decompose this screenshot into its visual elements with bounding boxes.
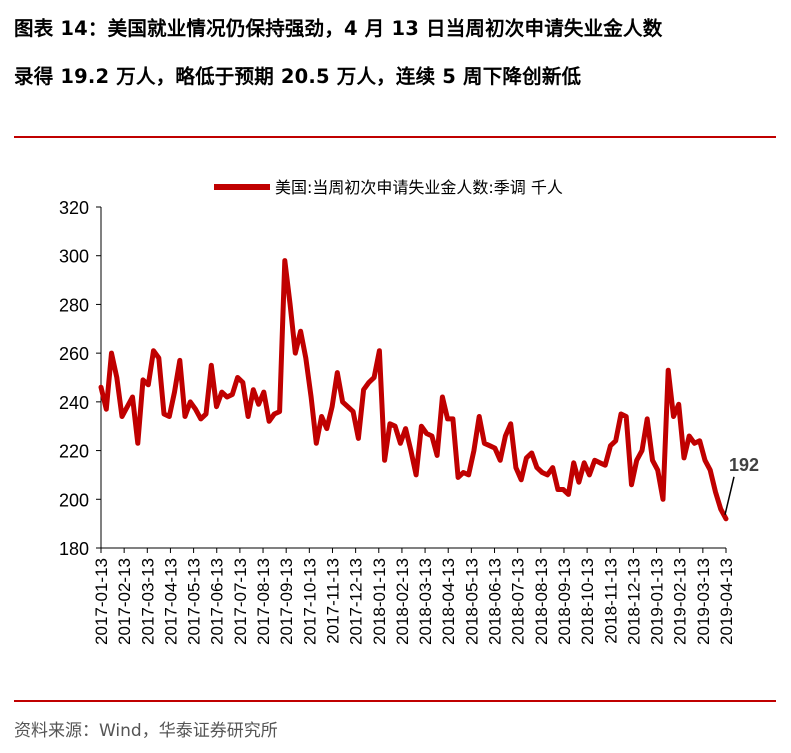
y-tick-label: 180 (59, 539, 89, 559)
x-tick-label: 2017-12-13 (347, 558, 366, 645)
x-tick-label: 2017-05-13 (185, 558, 204, 645)
x-axis: 2017-01-13 2017-02-13 2017-03-13 2017-04-13… (92, 548, 736, 645)
x-tick-label: 2018-04-13 (439, 558, 458, 645)
x-tick-label: 2018-11-13 (601, 558, 620, 644)
legend-label: 美国:当周初次申请失业金人数:季调 千人 (275, 178, 563, 197)
x-tick-label: 2017-01-13 (92, 558, 111, 645)
x-tick-label: 2017-08-13 (254, 558, 273, 645)
x-tick-label: 2019-03-13 (694, 558, 713, 645)
x-tick-label: 2017-02-13 (115, 558, 134, 645)
annotation: 192 (724, 455, 759, 515)
x-tick-label: 2018-09-13 (555, 558, 574, 645)
y-tick-label: 280 (59, 295, 89, 315)
x-tick-label: 2018-08-13 (532, 558, 551, 645)
x-tick-label: 2018-05-13 (462, 558, 481, 645)
x-tick-label: 2018-12-13 (624, 558, 643, 645)
annotation-leader (724, 476, 735, 515)
source-note: 资料来源：Wind，华泰证券研究所 (14, 721, 278, 741)
y-tick-label: 240 (59, 393, 89, 413)
x-tick-label: 2017-03-13 (138, 558, 157, 645)
x-tick-label: 2018-07-13 (509, 558, 528, 645)
x-tick-label: 2018-01-13 (370, 558, 389, 645)
y-tick-label: 200 (59, 490, 89, 510)
x-tick-label: 2019-04-13 (717, 558, 736, 645)
legend: 美国:当周初次申请失业金人数:季调 千人 (214, 178, 563, 197)
x-tick-label: 2017-06-13 (208, 558, 227, 645)
y-tick-label: 260 (59, 344, 89, 364)
axes (100, 207, 726, 549)
y-tick-label: 220 (59, 442, 89, 462)
x-tick-label: 2017-07-13 (231, 558, 250, 645)
y-tick-label: 300 (59, 247, 89, 267)
series-line (98, 258, 729, 522)
x-tick-label: 2019-01-13 (648, 558, 667, 645)
annotation-label: 192 (729, 455, 759, 475)
line-chart: 美国:当周初次申请失业金人数:季调 千人 180 200 220 240 260 280 3… (59, 178, 759, 645)
x-tick-label: 2017-10-13 (300, 558, 319, 645)
y-tick-label: 320 (59, 198, 89, 218)
chart-title-line1: 图表 14：美国就业情况仍保持强劲，4 月 13 日当周初次申请失业金人数 (14, 17, 663, 40)
x-tick-label: 2018-10-13 (578, 558, 597, 645)
x-tick-label: 2018-03-13 (416, 558, 435, 645)
x-tick-label: 2017-04-13 (161, 558, 180, 645)
bottom-divider (14, 700, 776, 702)
x-tick-label: 2018-02-13 (393, 558, 412, 645)
x-tick-label: 2017-11-13 (323, 558, 342, 644)
x-tick-label: 2017-09-13 (277, 558, 296, 645)
x-tick-label: 2018-06-13 (486, 558, 505, 645)
top-divider (14, 136, 776, 138)
y-axis: 180 200 220 240 260 280 300 320 (59, 198, 101, 559)
x-tick-label: 2019-02-13 (671, 558, 690, 645)
chart-title-line2: 录得 19.2 万人，略低于预期 20.5 万人，连续 5 周下降创新低 (14, 65, 582, 88)
